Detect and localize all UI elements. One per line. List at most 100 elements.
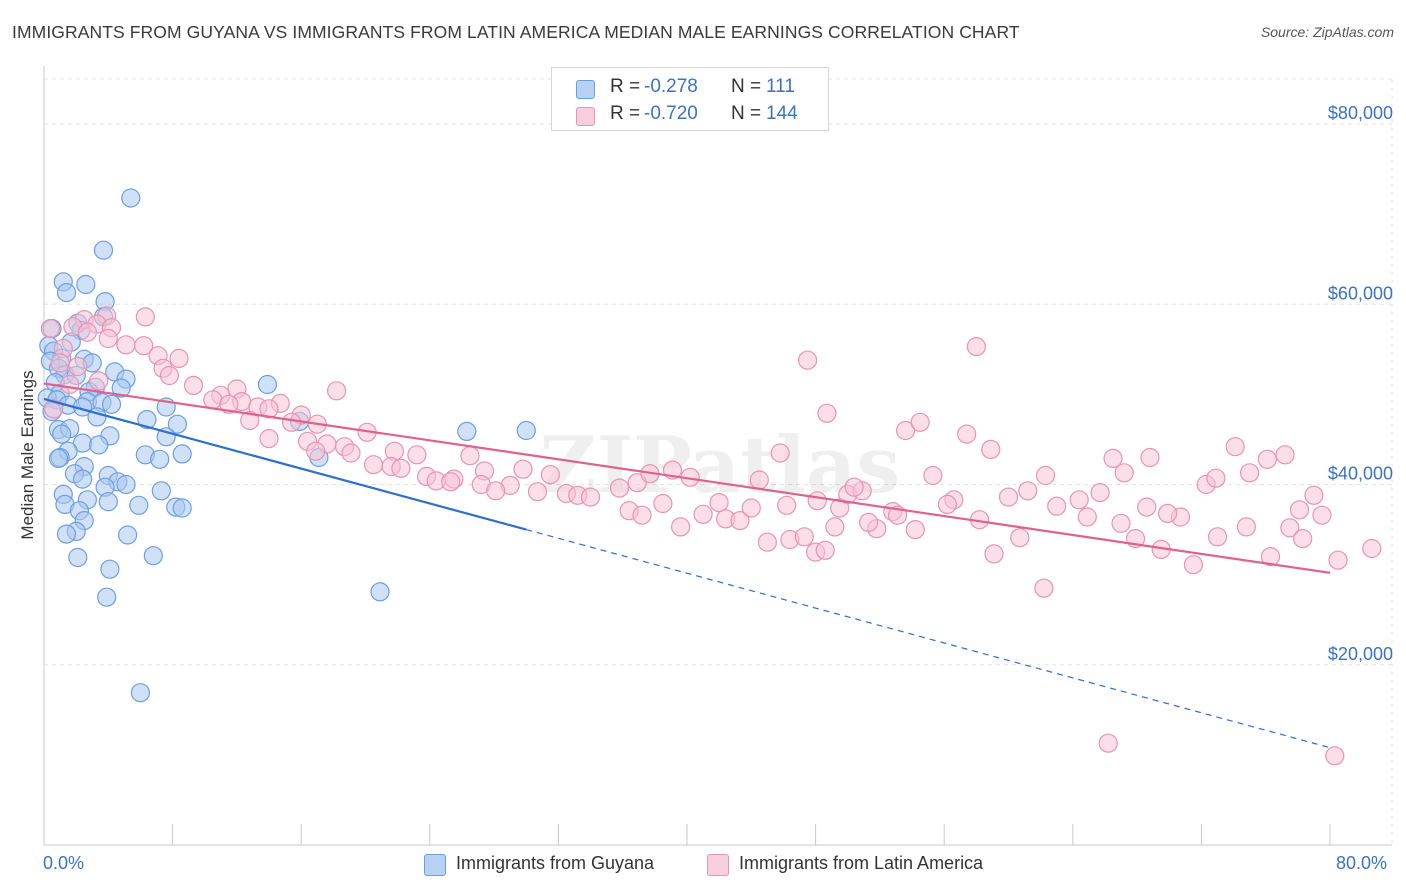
guyana-point	[97, 587, 117, 607]
guyana-point	[93, 240, 114, 260]
y-axis-label: Median Male Earnings	[18, 370, 37, 539]
latin-america-point	[1069, 490, 1089, 510]
guyana-point	[167, 414, 187, 434]
series-legend: Immigrants from Guyana Immigrants from L…	[0, 853, 1406, 877]
latin-america-point	[134, 336, 154, 356]
latin-america-point	[1312, 505, 1332, 525]
latin-america-point	[1137, 497, 1157, 517]
latin-america-point	[306, 441, 326, 461]
latin-america-point	[1103, 448, 1123, 468]
y-tick-label: $80,000	[1328, 103, 1393, 123]
guyana-point	[52, 424, 72, 444]
latin-america-point	[98, 328, 118, 349]
latin-america-point	[1077, 507, 1097, 527]
latin-america-point	[1225, 437, 1245, 457]
latin-america-point	[60, 374, 80, 395]
latin-america-point	[632, 505, 652, 525]
x-axis-max-label: 80.0%	[1336, 853, 1388, 873]
latin-america-point	[441, 472, 461, 492]
latin-america-point	[1207, 527, 1228, 547]
latin-america-point	[116, 335, 136, 355]
latin-america-trend-line	[43, 382, 1331, 574]
legend-swatch-pink	[707, 854, 729, 876]
latin-america-point	[68, 356, 88, 377]
y-tick-label: $40,000	[1328, 464, 1393, 484]
guyana-point	[121, 188, 141, 208]
latin-america-point	[858, 512, 879, 533]
latin-america-point	[709, 493, 729, 513]
latin-america-point	[895, 420, 916, 441]
latin-america-point	[937, 494, 958, 514]
latin-america-point	[77, 322, 98, 342]
latin-america-point	[1239, 463, 1260, 483]
latin-america-point	[1325, 746, 1345, 766]
latin-america-point	[1090, 483, 1110, 503]
trend-lines	[43, 382, 1331, 749]
chart-title: IMMIGRANTS FROM GUYANA VS IMMIGRANTS FRO…	[12, 22, 1020, 42]
latin-america-point	[43, 399, 64, 419]
latin-america-point	[910, 412, 930, 432]
guyana-point	[151, 481, 171, 501]
latin-america-point	[1236, 517, 1257, 537]
latin-america-point	[527, 482, 548, 502]
latin-america-point	[460, 446, 480, 466]
legend-swatch-blue	[424, 854, 446, 876]
latin-america-point	[730, 510, 750, 531]
latin-america-point	[1018, 481, 1038, 501]
latin-america-point	[653, 493, 673, 514]
guyana-point	[72, 469, 93, 489]
latin-america-point	[1275, 445, 1295, 465]
x-axis-min-label: 0.0%	[43, 853, 85, 873]
guyana-point	[370, 582, 390, 602]
latin-america-point	[957, 424, 977, 444]
guyana-point	[257, 374, 277, 395]
guyana-point	[48, 448, 69, 468]
series-latin-america-points	[40, 306, 1382, 766]
guyana-point	[172, 444, 192, 464]
legend-label-latin-america: Immigrants from Latin America	[739, 853, 984, 873]
latin-america-point	[1035, 465, 1056, 486]
legend-label-guyana: Immigrants from Guyana	[456, 853, 655, 873]
guyana-trend-line	[43, 397, 527, 531]
latin-america-point	[825, 517, 845, 537]
latin-america-point	[327, 381, 347, 401]
latin-america-point	[169, 348, 189, 368]
r-label: R =	[610, 103, 641, 124]
latin-america-point	[1034, 578, 1054, 598]
latin-america-point	[259, 429, 279, 449]
r-value-latin-america: -0.720	[644, 103, 698, 124]
latin-america-point	[219, 394, 239, 414]
guyana-point	[150, 449, 170, 469]
latin-america-point	[1257, 449, 1277, 469]
latin-america-point	[407, 445, 427, 465]
latin-america-point	[1289, 500, 1310, 520]
latin-america-point	[363, 455, 384, 475]
latin-america-point	[1280, 518, 1300, 538]
latin-america-point	[670, 517, 691, 537]
n-value-latin-america: 144	[766, 103, 798, 124]
latin-america-point	[183, 375, 204, 395]
latin-america-point	[159, 365, 179, 386]
latin-america-point	[807, 491, 827, 511]
source-label: Source: ZipAtlas.com	[1260, 24, 1394, 40]
latin-america-point	[770, 443, 790, 463]
latin-america-point	[50, 353, 70, 373]
guyana-point	[111, 378, 131, 398]
latin-america-point	[1140, 447, 1160, 468]
guyana-point	[56, 524, 77, 544]
legend-row-guyana: R = -0.278 N = 111	[552, 74, 828, 102]
latin-america-point	[1114, 463, 1134, 483]
latin-america-point	[777, 495, 797, 515]
latin-america-point	[580, 487, 601, 507]
latin-america-point	[1293, 528, 1313, 549]
latin-america-point	[1260, 546, 1281, 567]
n-value-guyana: 111	[766, 76, 795, 97]
latin-america-point	[1304, 485, 1324, 505]
latin-america-point	[757, 532, 778, 552]
latin-america-point	[1183, 555, 1204, 575]
n-label: N =	[731, 76, 762, 97]
latin-america-point	[540, 465, 561, 485]
guyana-point	[98, 492, 118, 512]
guyana-point	[68, 547, 88, 568]
